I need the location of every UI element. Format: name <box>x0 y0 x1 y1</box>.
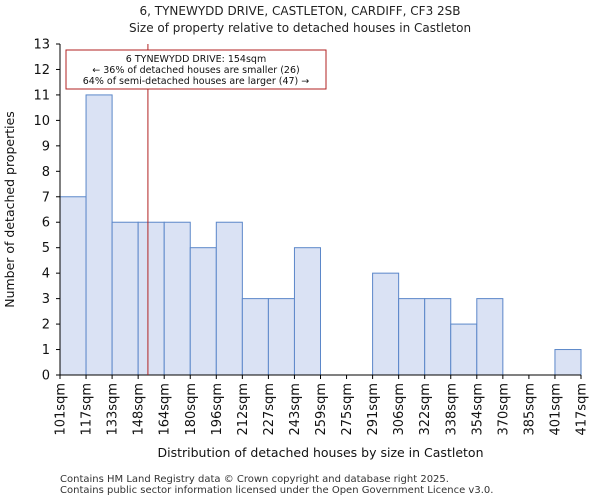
x-axis-title: Distribution of detached houses by size … <box>157 445 483 460</box>
bar-401sqm <box>554 349 582 376</box>
x-tick-label: 180sqm <box>184 383 199 436</box>
x-tick-label: 338sqm <box>444 383 459 436</box>
y-tick-label: 9 <box>42 139 50 154</box>
bar-117sqm <box>85 94 113 376</box>
x-tick-label: 306sqm <box>392 383 407 436</box>
annotation-line: 6 TYNEWYDD DRIVE: 154sqm <box>126 54 266 65</box>
y-tick-label: 12 <box>33 63 50 78</box>
bar-227sqm <box>267 298 295 376</box>
y-tick-label: 5 <box>42 241 50 256</box>
x-tick-label: 354sqm <box>470 383 485 436</box>
chart-title: 6, TYNEWYDD DRIVE, CASTLETON, CARDIFF, C… <box>139 4 461 18</box>
x-tick-label: 401sqm <box>548 383 563 436</box>
footer-licence: Contains public sector information licen… <box>60 485 494 496</box>
bar-291sqm <box>372 272 400 376</box>
bar-148sqm <box>137 221 165 376</box>
bar-164sqm <box>163 221 191 376</box>
chart-subtitle: Size of property relative to detached ho… <box>128 21 472 35</box>
annotation-line: 64% of semi-detached houses are larger (… <box>83 76 310 87</box>
x-tick-label: 164sqm <box>158 383 173 436</box>
x-tick-label: 370sqm <box>496 383 511 436</box>
y-tick-label: 6 <box>42 216 50 231</box>
bar-196sqm <box>215 221 243 376</box>
bar-338sqm <box>450 323 478 376</box>
x-tick-label: 243sqm <box>288 383 303 436</box>
y-tick-label: 8 <box>42 165 50 180</box>
x-tick-label: 322sqm <box>418 383 433 436</box>
y-tick-label: 0 <box>42 369 50 384</box>
x-tick-label: 101sqm <box>54 383 69 436</box>
y-axis-title: Number of detached properties <box>2 111 17 308</box>
annotation-box <box>65 49 327 90</box>
x-tick-label: 227sqm <box>262 383 277 436</box>
y-tick-label: 11 <box>33 88 50 103</box>
x-tick-label: 133sqm <box>106 383 121 436</box>
x-tick-label: 275sqm <box>340 383 355 436</box>
y-tick-label: 2 <box>42 318 50 333</box>
footer-copyright: Contains HM Land Registry data © Crown c… <box>60 474 449 485</box>
y-tick-label: 10 <box>33 114 50 129</box>
annotation-line: ← 36% of detached houses are smaller (26… <box>92 65 299 76</box>
bar-101sqm <box>59 196 87 376</box>
x-tick-label: 212sqm <box>236 383 251 436</box>
bar-354sqm <box>476 298 504 376</box>
bar-322sqm <box>424 298 452 376</box>
bar-212sqm <box>241 298 269 376</box>
bar-180sqm <box>189 247 217 376</box>
bar-306sqm <box>398 298 426 376</box>
bar-243sqm <box>293 247 322 376</box>
x-tick-label: 117sqm <box>80 383 95 436</box>
x-tick-label: 385sqm <box>522 383 537 436</box>
x-tick-label: 291sqm <box>366 383 381 436</box>
y-tick-label: 3 <box>42 292 50 307</box>
x-tick-label: 196sqm <box>210 383 225 436</box>
y-tick-label: 4 <box>42 267 50 282</box>
bar-133sqm <box>111 221 139 376</box>
x-tick-label: 259sqm <box>314 383 329 436</box>
y-tick-label: 1 <box>42 343 50 358</box>
y-tick-label: 7 <box>42 190 50 205</box>
y-tick-label: 13 <box>33 38 50 53</box>
x-tick-label: 417sqm <box>575 383 590 436</box>
x-tick-label: 148sqm <box>132 383 147 436</box>
